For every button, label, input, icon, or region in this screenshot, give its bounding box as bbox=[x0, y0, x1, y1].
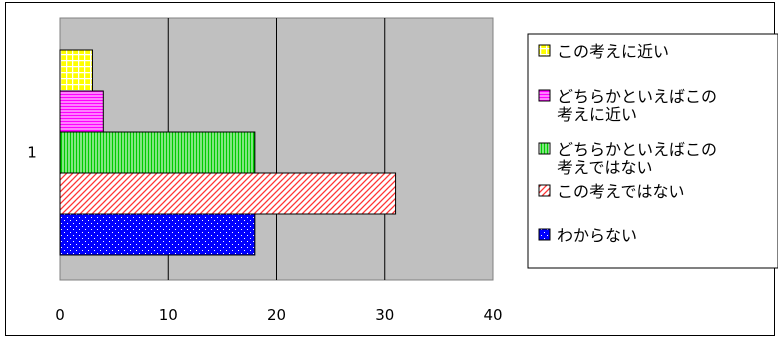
legend-label-1: この考えに近い bbox=[557, 42, 669, 61]
legend-label-3: どちらかといえばこの bbox=[557, 140, 717, 159]
legend-label-5: わからない bbox=[557, 226, 637, 245]
x-axis: 0 10 20 30 40 bbox=[55, 306, 502, 324]
legend: この考えに近いどちらかといえばこの考えに近いどちらかといえばこの考えではないこの… bbox=[528, 34, 778, 268]
x-tick-label: 10 bbox=[159, 306, 178, 324]
legend-swatch-3 bbox=[539, 143, 550, 154]
legend-swatch-2 bbox=[539, 90, 550, 101]
x-tick-label: 20 bbox=[267, 306, 286, 324]
bar-2 bbox=[60, 91, 103, 132]
legend-label-3-line2: 考えではない bbox=[557, 158, 653, 177]
bar-3 bbox=[60, 132, 255, 173]
legend-label-2-line2: 考えに近い bbox=[557, 105, 637, 124]
legend-swatch-4 bbox=[539, 185, 550, 196]
legend-label-4: この考えではない bbox=[557, 182, 685, 201]
y-axis: 1 bbox=[27, 144, 37, 162]
bar-4 bbox=[60, 173, 396, 214]
legend-swatch-1 bbox=[539, 45, 550, 56]
x-tick-label: 30 bbox=[375, 306, 394, 324]
x-tick-label: 0 bbox=[55, 306, 65, 324]
bar-1 bbox=[60, 50, 92, 91]
legend-label-2: どちらかといえばこの bbox=[557, 87, 717, 106]
x-tick-label: 40 bbox=[483, 306, 502, 324]
legend-swatch-5 bbox=[539, 229, 550, 240]
category-label: 1 bbox=[27, 144, 37, 162]
bar-5 bbox=[60, 214, 255, 255]
